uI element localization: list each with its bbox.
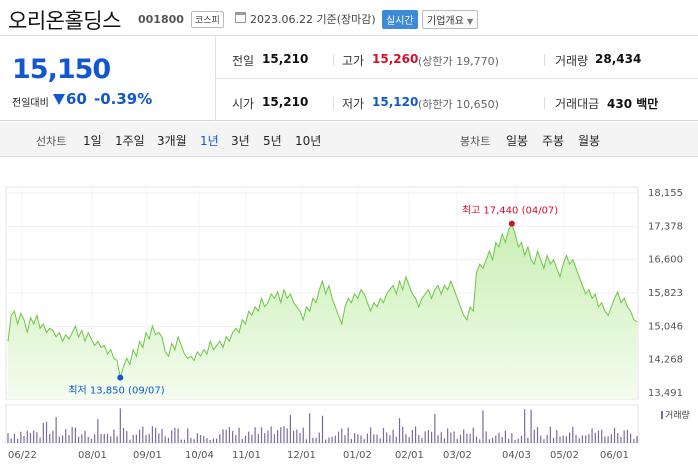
high-value: 15,260 — [372, 52, 419, 66]
x-tick-label: 03/02 — [443, 450, 472, 461]
max-annotation: 최고 17,440 (04/07) — [462, 205, 558, 217]
separator — [333, 54, 334, 66]
y-tick-label: 18,155 — [648, 188, 683, 199]
y-tick-label: 15,046 — [648, 321, 683, 332]
y-tick-label: 16,600 — [648, 255, 683, 266]
period-1d[interactable]: 1일 — [83, 134, 102, 148]
x-tick-label: 10/04 — [185, 450, 214, 461]
company-overview-label: 기업개요 — [427, 16, 464, 27]
x-tick-label: 02/01 — [395, 450, 424, 461]
x-tick-label: 11/01 — [232, 450, 261, 461]
period-3m[interactable]: 3개월 — [157, 134, 187, 148]
prev-close-label: 전일 — [232, 54, 255, 68]
y-tick-label: 13,491 — [648, 388, 683, 399]
separator — [544, 54, 545, 66]
line-chart-label: 선차트 — [36, 135, 67, 148]
date-value: 2023.06.22 — [250, 13, 313, 26]
realtime-button[interactable]: 실시간 — [382, 10, 418, 29]
x-tick-label: 12/01 — [287, 450, 316, 461]
x-tick-label: 04/03 — [502, 450, 531, 461]
volume-legend-swatch — [661, 411, 663, 419]
candle-daily[interactable]: 일봉 — [506, 134, 529, 148]
high-label: 고가 — [342, 54, 365, 68]
low-label: 저가 — [342, 97, 365, 111]
upper-limit: (상한가 19,770) — [418, 55, 499, 68]
x-tick-label: 06/01 — [600, 450, 629, 461]
price-line — [7, 222, 638, 378]
max-marker — [508, 220, 515, 227]
x-tick-label: 01/02 — [343, 450, 372, 461]
market-badge: 코스피 — [191, 11, 224, 28]
volume-legend: 거래량 — [661, 408, 690, 421]
calendar-icon — [235, 12, 246, 23]
volume-legend-label: 거래량 — [665, 411, 690, 421]
company-overview-dropdown[interactable]: 기업개요 ▼ — [422, 10, 479, 29]
y-tick-label: 14,268 — [648, 355, 683, 366]
date-suffix: 기준(장마감) — [316, 13, 376, 26]
chevron-down-icon: ▼ — [467, 17, 474, 26]
open-value: 15,210 — [262, 95, 309, 109]
divider — [215, 78, 698, 79]
current-price: 15,150 — [12, 54, 111, 85]
x-tick-label: 08/01 — [78, 450, 107, 461]
y-tick-label: 15,823 — [648, 288, 683, 299]
period-10y[interactable]: 10년 — [295, 134, 322, 148]
stock-header: 오리온홀딩스 001800 코스피 2023.06.22 기준(장마감) 실시간… — [0, 0, 698, 36]
date-info: 2023.06.22 기준(장마감) — [250, 11, 376, 27]
lower-limit: (하한가 10,650) — [418, 98, 499, 111]
change-value: 60 — [66, 90, 87, 108]
change-label: 전일대비 — [12, 98, 49, 109]
min-annotation: 최저 13,850 (09/07) — [68, 385, 164, 397]
period-toolbar: 선차트 1일 1주일 3개월 1년 3년 5년 10년 봉차트 일봉 주봉 월봉 — [0, 122, 698, 157]
price-area — [8, 223, 637, 399]
volume-value: 28,434 — [595, 52, 642, 66]
amount-label: 거래대금 — [555, 97, 600, 111]
x-tick-label: 09/01 — [133, 450, 162, 461]
low-value: 15,120 — [372, 95, 419, 109]
min-marker — [117, 374, 124, 381]
x-tick-label: 06/22 — [8, 450, 37, 461]
period-3y[interactable]: 3년 — [231, 134, 250, 148]
open-label: 시가 — [232, 97, 255, 111]
period-1w[interactable]: 1주일 — [115, 134, 145, 148]
down-arrow-icon — [53, 94, 65, 105]
volume-label: 거래량 — [555, 54, 589, 68]
prev-close-value: 15,210 — [262, 52, 309, 66]
separator — [333, 97, 334, 109]
amount-value: 430 백만 — [607, 97, 659, 111]
separator — [544, 97, 545, 109]
price-panel: 15,150 전일대비 60 -0.39% 전일 15,210 고가 15,26… — [0, 36, 698, 121]
candle-monthly[interactable]: 월봉 — [578, 134, 601, 148]
candle-chart-label: 봉차트 — [460, 135, 491, 148]
candle-weekly[interactable]: 주봉 — [542, 134, 565, 148]
y-tick-label: 17,378 — [648, 221, 683, 232]
stock-code: 001800 — [138, 13, 184, 26]
period-5y[interactable]: 5년 — [263, 134, 282, 148]
change-percent: -0.39% — [94, 90, 153, 108]
company-name: 오리온홀딩스 — [8, 9, 121, 33]
x-tick-label: 05/02 — [550, 450, 579, 461]
period-1y[interactable]: 1년 — [200, 134, 219, 148]
